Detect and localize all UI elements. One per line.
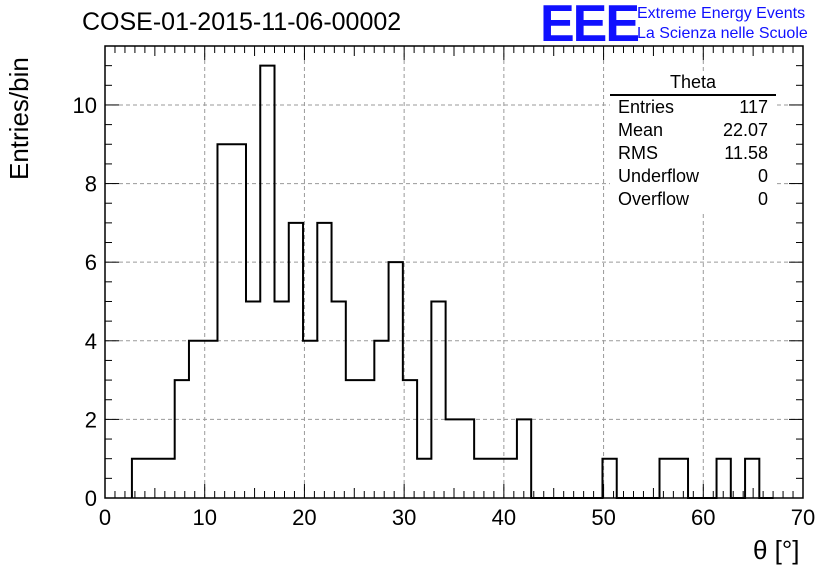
- x-axis-label: θ [°]: [753, 535, 800, 565]
- histogram-bin: [389, 262, 403, 498]
- histogram-bin: [317, 223, 331, 498]
- histogram-bin: [360, 380, 374, 498]
- stat-value: 22.07: [722, 120, 768, 140]
- y-tick-label: 6: [85, 250, 97, 275]
- statistics-box: Theta Entries 117 Mean 22.07 RMS 11.58 U…: [610, 72, 776, 211]
- histogram-bin: [660, 459, 674, 498]
- stat-row-rms: RMS 11.58: [610, 142, 776, 165]
- stat-row-entries: Entries 117: [610, 96, 776, 119]
- histogram-bin: [717, 459, 731, 498]
- y-tick-label: 8: [85, 172, 97, 197]
- stat-row-overflow: Overflow 0: [610, 188, 776, 211]
- y-tick-label: 4: [85, 329, 97, 354]
- x-tick-label: 50: [591, 505, 615, 530]
- stat-value: 117: [739, 97, 768, 117]
- x-tick-label: 0: [99, 505, 111, 530]
- histogram-bin: [460, 419, 474, 498]
- histogram-bin: [132, 459, 146, 498]
- stat-label: Entries: [618, 97, 675, 117]
- x-tick-label: 10: [192, 505, 216, 530]
- histogram-bin: [745, 459, 759, 498]
- stat-value: 0: [757, 189, 768, 209]
- histogram-bin: [446, 419, 460, 498]
- histogram-bin: [175, 380, 189, 498]
- histogram-bin: [503, 459, 517, 498]
- x-tick-label: 40: [492, 505, 516, 530]
- histogram-bin: [146, 459, 160, 498]
- histogram-bin: [275, 301, 289, 498]
- histogram-bin: [431, 301, 445, 498]
- y-tick-label: 2: [85, 407, 97, 432]
- x-tick-label: 20: [292, 505, 316, 530]
- histogram-bin: [246, 301, 260, 498]
- y-tick-label: 10: [73, 93, 97, 118]
- histogram-bin: [217, 144, 231, 498]
- histogram-bin: [260, 66, 274, 498]
- histogram-outline: [130, 64, 774, 499]
- histogram-bin: [346, 380, 360, 498]
- stat-value: 0: [757, 166, 768, 186]
- stat-label: Mean: [618, 120, 664, 140]
- stat-label: RMS: [618, 143, 658, 163]
- histogram-bin: [303, 341, 317, 498]
- x-tick-label: 30: [392, 505, 416, 530]
- stat-row-underflow: Underflow 0: [610, 165, 776, 188]
- chart-title: COSE-01-2015-11-06-00002: [82, 8, 402, 36]
- histogram-bin: [474, 459, 488, 498]
- logo-text-line-2: La Scienza nelle Scuole: [637, 25, 808, 42]
- stat-value: 11.58: [724, 143, 768, 163]
- logo-text-line-1: Extreme Energy Events: [637, 5, 806, 22]
- y-axis-label: Entries/bin: [4, 57, 34, 180]
- statistics-title: Theta: [610, 72, 776, 96]
- stat-row-mean: Mean 22.07: [610, 119, 776, 142]
- histogram-bin: [332, 301, 346, 498]
- histogram-bin: [674, 459, 688, 498]
- histogram-bin: [189, 341, 203, 498]
- y-tick-label: 0: [85, 486, 97, 511]
- stat-label: Underflow: [618, 166, 700, 186]
- histogram-bin: [374, 341, 388, 498]
- eee-logo: EEE: [540, 0, 640, 53]
- x-tick-label: 70: [791, 505, 815, 530]
- histogram-bin: [289, 223, 303, 498]
- histogram-bin: [203, 341, 217, 498]
- histogram-bin: [602, 459, 616, 498]
- plot-frame: [104, 45, 804, 499]
- histogram-bin: [160, 459, 174, 498]
- histogram-bin: [232, 144, 246, 498]
- histogram-bin: [517, 419, 531, 498]
- x-tick-label: 60: [691, 505, 715, 530]
- histogram-bin: [403, 380, 417, 498]
- histogram-bin: [488, 459, 502, 498]
- stat-label: Overflow: [618, 189, 690, 209]
- histogram-bin: [417, 459, 431, 498]
